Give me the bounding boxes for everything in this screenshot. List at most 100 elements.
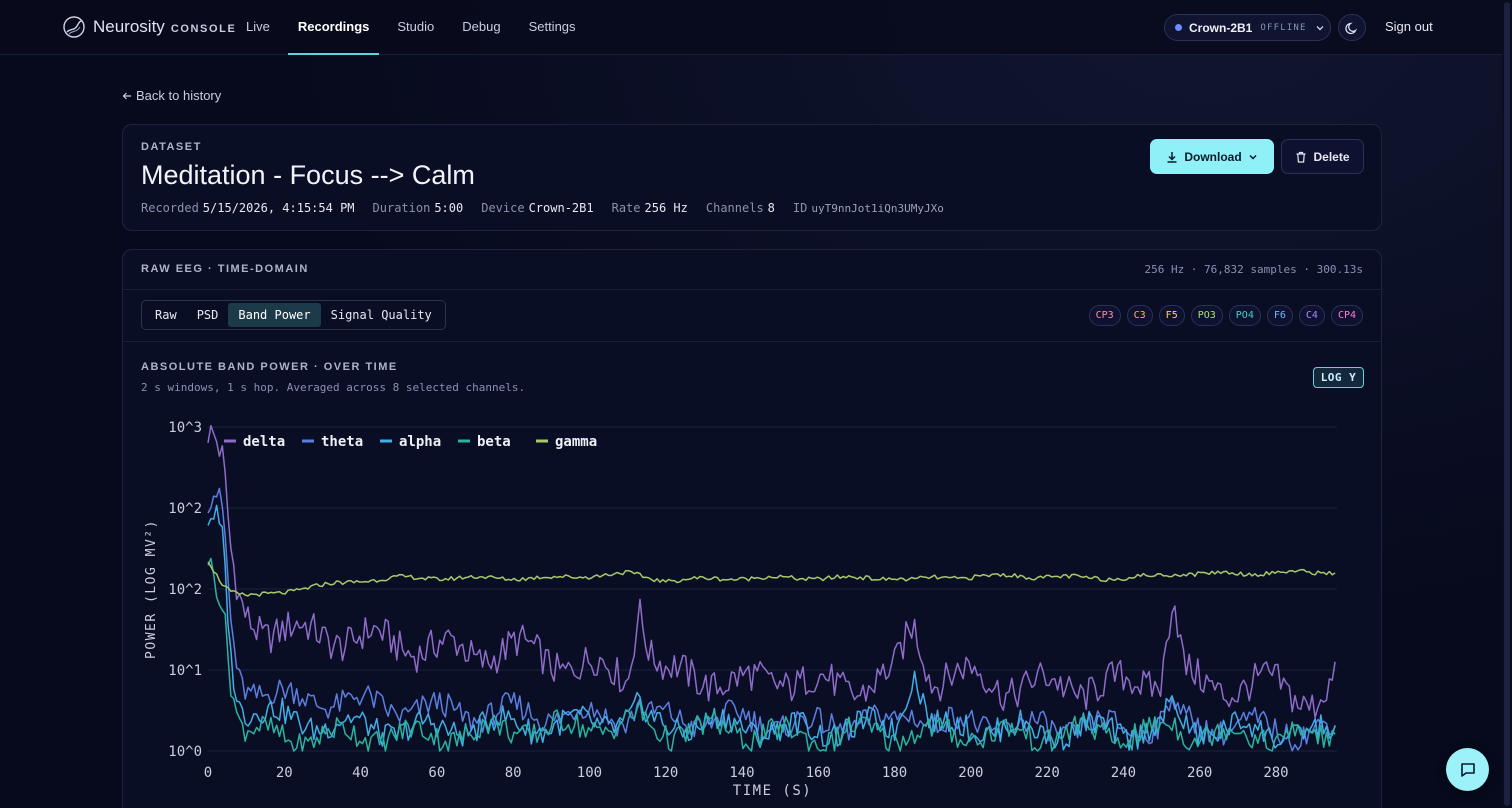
- main-nav: Live Recordings Studio Debug Settings: [232, 0, 590, 55]
- channel-chip-c4[interactable]: C4: [1298, 305, 1325, 326]
- brand[interactable]: Neurosity CONSOLE: [62, 14, 236, 40]
- log-y-toggle[interactable]: LOG Y: [1313, 367, 1364, 388]
- x-tick-label: 280: [1263, 765, 1288, 781]
- y-tick-label: 10^3: [168, 420, 202, 436]
- brand-subtitle: CONSOLE: [170, 23, 237, 35]
- y-tick-label: 10^2: [168, 501, 202, 517]
- y-tick-label: 10^2: [168, 582, 202, 598]
- meta-recorded: Recorded 5/15/2026, 4:15:54 PM: [141, 201, 355, 215]
- scrollbar[interactable]: [1502, 0, 1512, 808]
- moon-icon: [1345, 22, 1358, 34]
- y-tick-label: 10^1: [168, 663, 202, 679]
- download-button[interactable]: Download: [1150, 139, 1274, 174]
- meta-rate-label: Rate: [611, 201, 641, 215]
- nav-live[interactable]: Live: [246, 19, 270, 34]
- channel-chip-cp3[interactable]: CP3: [1088, 305, 1121, 326]
- device-name: Crown-2B1: [1189, 20, 1253, 35]
- channel-chips: CP3 C3 F5 PO3 PO4 F6 C4 CP4: [1083, 305, 1363, 326]
- x-tick-label: 180: [882, 765, 907, 781]
- y-tick-label: 10^0: [168, 744, 202, 760]
- x-tick-label: 40: [352, 765, 369, 781]
- x-tick-label: 200: [958, 765, 983, 781]
- eeg-stats: 256 Hz · 76,832 samples · 300.13s: [1144, 263, 1363, 276]
- meta-recorded-value: 5/15/2026, 4:15:54 PM: [202, 201, 355, 215]
- eeg-header: RAW EEG · TIME-DOMAIN 256 Hz · 76,832 sa…: [123, 250, 1381, 290]
- eeg-card: RAW EEG · TIME-DOMAIN 256 Hz · 76,832 sa…: [122, 249, 1382, 808]
- meta-id: ID uyT9nnJot1iQn3UMyJXo: [793, 201, 944, 215]
- legend-label-gamma: gamma: [555, 434, 597, 450]
- meta-duration-value: 5:00: [434, 201, 464, 215]
- chevron-down-icon: [1249, 154, 1257, 160]
- tab-raw[interactable]: Raw: [155, 308, 177, 322]
- view-tabs: Raw PSD Band Power Signal Quality: [141, 300, 446, 330]
- x-tick-label: 0: [204, 765, 212, 781]
- x-axis-label: TIME (S): [733, 783, 812, 799]
- nav-studio[interactable]: Studio: [397, 19, 435, 34]
- legend-label-theta: theta: [321, 434, 363, 450]
- arrow-left-icon: [122, 92, 131, 99]
- channel-chip-po4[interactable]: PO4: [1228, 305, 1261, 326]
- y-axis-label: POWER (LOG MV²): [144, 519, 159, 659]
- band-power-chart: 10^3 10^2 10^2 10^1 10^00 20 40 60 80 100 120 140 16…: [144, 420, 1337, 799]
- series-line-beta: [207, 557, 1336, 752]
- meta-rate-value: 256 Hz: [644, 201, 688, 215]
- meta-rate: Rate 256 Hz: [612, 201, 688, 215]
- series-line-theta: [207, 487, 1336, 752]
- meta-channels-value: 8: [767, 201, 775, 215]
- dataset-meta: Recorded 5/15/2026, 4:15:54 PM Duration 5:…: [141, 201, 962, 215]
- nav-debug[interactable]: Debug: [462, 19, 501, 34]
- delete-label: Delete: [1313, 149, 1350, 164]
- x-tick-label: 240: [1111, 765, 1136, 781]
- nav-recordings[interactable]: Recordings: [284, 0, 384, 55]
- brand-name: Neurosity: [93, 17, 165, 36]
- x-tick-label: 140: [729, 765, 754, 781]
- dataset-card: DATASET Meditation - Focus --> Calm Reco…: [122, 124, 1382, 231]
- channel-chip-po3[interactable]: PO3: [1190, 305, 1223, 326]
- chat-bubble-icon: [1460, 762, 1475, 777]
- dataset-title: Meditation - Focus --> Calm: [141, 160, 475, 190]
- meta-duration: Duration 5:00: [373, 201, 464, 215]
- x-tick-label: 220: [1034, 765, 1059, 781]
- series-line-gamma: [207, 561, 1336, 597]
- x-tick-label: 260: [1187, 765, 1212, 781]
- trash-icon: [1296, 151, 1306, 163]
- x-tick-label: 120: [653, 765, 678, 781]
- back-to-history-link[interactable]: Back to history: [122, 88, 221, 103]
- series-line-delta: [207, 424, 1336, 719]
- sign-out-button[interactable]: Sign out: [1385, 19, 1433, 34]
- top-bar: Neurosity CONSOLE Live Recordings Studio…: [0, 0, 1512, 55]
- channel-chip-cp4[interactable]: CP4: [1330, 305, 1363, 326]
- tab-psd[interactable]: PSD: [196, 308, 219, 322]
- meta-device: Device Crown-2B1: [481, 201, 593, 215]
- eeg-eyebrow: RAW EEG · TIME-DOMAIN: [141, 263, 309, 275]
- legend-label-alpha: alpha: [399, 434, 441, 450]
- theme-toggle-button[interactable]: [1338, 14, 1366, 41]
- chat-button[interactable]: [1446, 748, 1489, 791]
- meta-channels: Channels 8: [706, 201, 775, 215]
- plot-subtitle: 2 s windows, 1 s hop. Averaged across 8 …: [141, 381, 526, 394]
- download-icon: [1167, 151, 1177, 163]
- download-label: Download: [1184, 149, 1242, 164]
- scrollbar-thumb[interactable]: [1504, 2, 1510, 806]
- nav-settings[interactable]: Settings: [528, 19, 576, 34]
- tab-band-power[interactable]: Band Power: [228, 303, 321, 327]
- device-selector[interactable]: Crown-2B1 OFFLINE: [1164, 14, 1331, 41]
- x-tick-label: 160: [806, 765, 831, 781]
- neurosity-logo-icon: [63, 16, 85, 38]
- delete-button[interactable]: Delete: [1281, 139, 1364, 174]
- tab-signal-quality[interactable]: Signal Quality: [330, 308, 432, 322]
- meta-recorded-label: Recorded: [141, 201, 199, 215]
- meta-channels-label: Channels: [705, 201, 764, 215]
- channel-chip-c3[interactable]: C3: [1126, 305, 1153, 326]
- eeg-toolbar: Raw PSD Band Power Signal Quality CP3 C3 F…: [123, 290, 1381, 342]
- meta-id-label: ID: [792, 201, 808, 215]
- channel-chip-f6[interactable]: F6: [1266, 305, 1293, 326]
- meta-device-label: Device: [481, 201, 525, 215]
- legend-label-beta: beta: [477, 434, 511, 450]
- meta-id-value: uyT9nnJot1iQn3UMyJXo: [811, 202, 944, 215]
- device-status: OFFLINE: [1260, 22, 1307, 33]
- device-status-dot: [1175, 24, 1182, 31]
- back-label: Back to history: [136, 88, 222, 103]
- channel-chip-f5[interactable]: F5: [1158, 305, 1185, 326]
- legend-label-delta: delta: [243, 434, 285, 450]
